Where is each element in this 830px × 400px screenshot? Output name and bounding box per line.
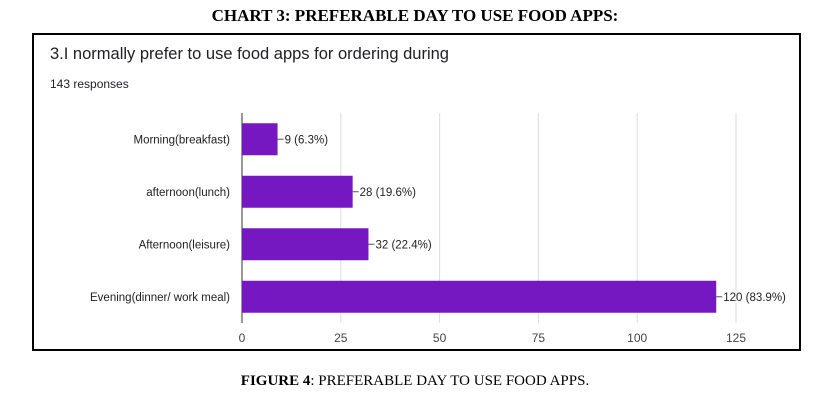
x-tick-label: 125 bbox=[726, 331, 746, 345]
category-label: Evening(dinner/ work meal) bbox=[90, 292, 230, 304]
x-tick-label: 25 bbox=[334, 331, 348, 345]
chart-card: 3.I normally prefer to use food apps for… bbox=[32, 33, 801, 351]
response-count: 143 responses bbox=[50, 77, 129, 91]
data-label: 9 (6.3%) bbox=[285, 134, 329, 146]
data-label: 28 (19.6%) bbox=[360, 187, 416, 199]
x-tick-label: 50 bbox=[433, 331, 447, 345]
chart-title: 3.I normally prefer to use food apps for… bbox=[50, 45, 449, 63]
bar bbox=[242, 280, 717, 313]
x-tick-label: 75 bbox=[532, 331, 546, 345]
figure-caption-label: FIGURE 4 bbox=[240, 373, 311, 389]
category-label: Afternoon(leisure) bbox=[139, 239, 231, 251]
x-tick-label: 100 bbox=[627, 331, 647, 345]
document-heading: CHART 3: PREFERABLE DAY TO USE FOOD APPS… bbox=[211, 6, 619, 25]
bar-chart: 0 25 50 75 100 125 Morning(breakfast) 9 (6.3%) a… bbox=[90, 113, 786, 345]
x-tick-label: 0 bbox=[239, 331, 246, 345]
figure-caption: FIGURE 4: PREFERABLE DAY TO USE FOOD APP… bbox=[0, 373, 830, 390]
category-label: afternoon(lunch) bbox=[146, 187, 230, 199]
bar bbox=[242, 175, 353, 208]
data-label: 120 (83.9%) bbox=[723, 292, 786, 304]
category-label: Morning(breakfast) bbox=[133, 134, 230, 146]
bar bbox=[242, 123, 278, 156]
data-label: 32 (22.4%) bbox=[375, 239, 431, 251]
figure-caption-text: : PREFERABLE DAY TO USE FOOD APPS. bbox=[310, 373, 590, 389]
bar bbox=[242, 228, 369, 261]
